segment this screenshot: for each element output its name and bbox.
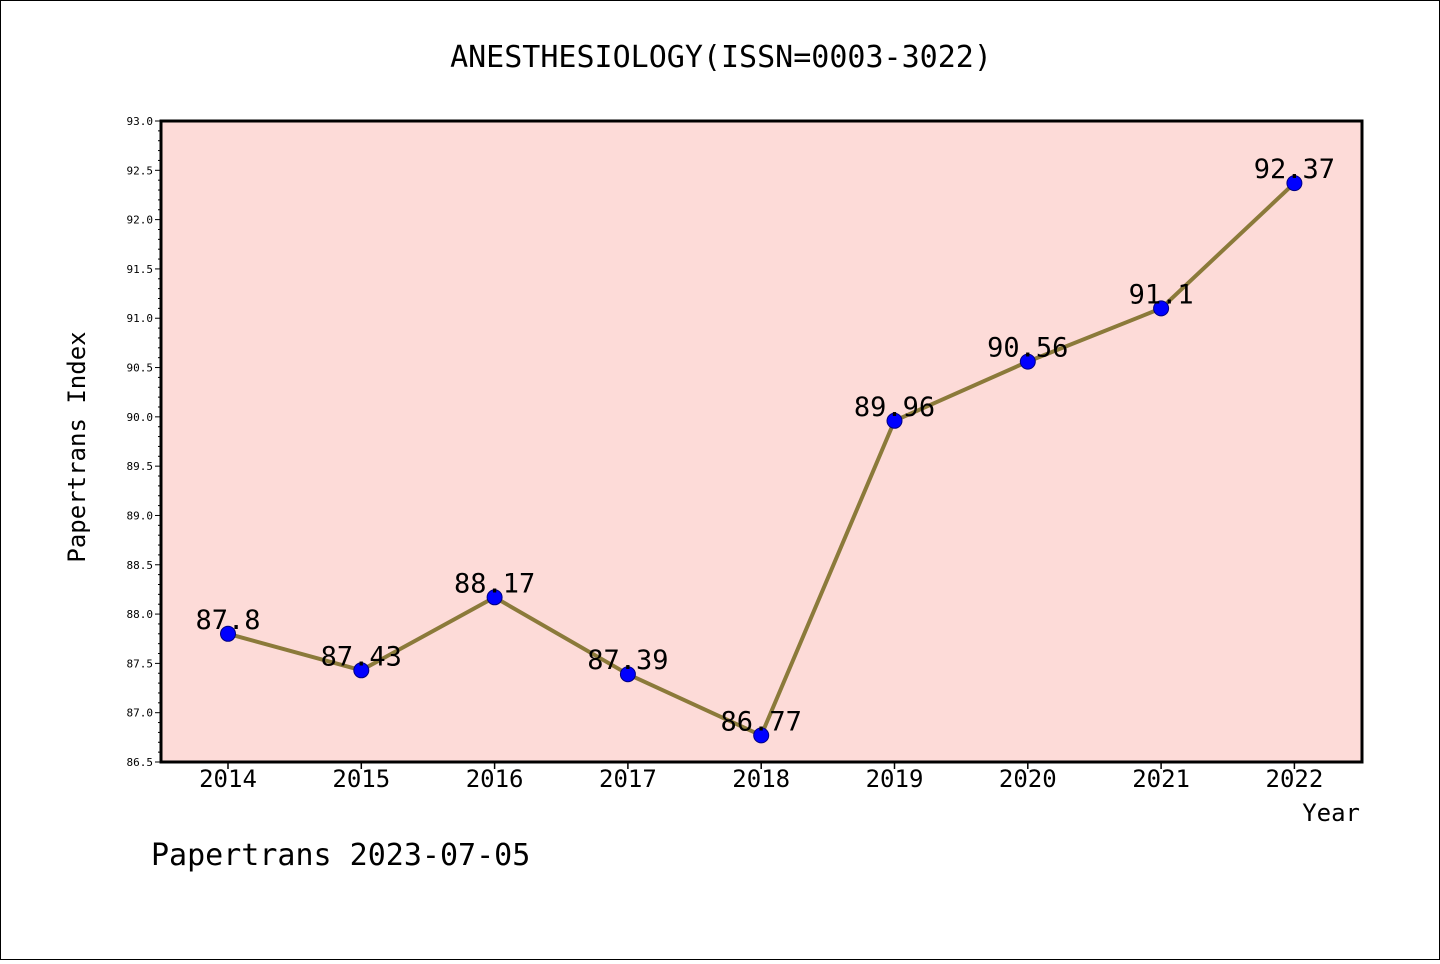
data-label: 87.8 [195,605,260,636]
x-tick-label: 2015 [332,765,390,793]
data-point [486,589,503,606]
y-tick-label: 87.0 [127,707,154,720]
data-label: 86.77 [721,706,802,737]
y-tick-label: 92.0 [127,214,154,227]
y-tick-label: 91.5 [127,263,154,276]
plot-area [161,121,1362,762]
data-point [886,412,903,429]
data-label: 87.43 [321,641,402,672]
y-tick-label: 89.0 [127,509,154,522]
x-tick-label: 2016 [466,765,524,793]
x-axis-label: Year [1302,799,1360,827]
y-tick-label: 93.0 [127,115,154,128]
data-point [220,625,236,642]
data-point [1286,175,1303,192]
data-label: 88.17 [454,568,535,599]
x-axis: 2014 2015 2016 2017 2018 2019 2020 2021 2022 [199,762,1323,793]
data-point [353,662,370,679]
footer-text: Papertrans 2023-07-05 [151,838,530,873]
y-tick-label: 92.5 [127,164,154,177]
x-tick-label: 2022 [1266,765,1324,793]
data-point [1153,300,1170,317]
x-tick-label: 2019 [866,765,924,793]
data-label: 87.39 [587,645,668,676]
data-point [753,727,770,744]
y-tick-label: 88.5 [127,559,154,572]
data-point [1019,353,1036,370]
data-point [619,666,636,683]
y-tick-label: 87.5 [127,657,154,670]
y-tick-label: 90.0 [127,411,154,424]
y-tick-label: 89.5 [127,460,154,473]
x-tick-label: 2021 [1132,765,1190,793]
y-tick-label: 86.5 [127,756,154,769]
data-label: 91.1 [1129,279,1194,310]
x-tick-label: 2018 [732,765,790,793]
x-tick-label: 2014 [199,765,257,793]
y-axis: 86.5 87.0 87.5 88.0 88.5 89.0 89.5 90.0 90.5 91.0… [127,115,161,769]
x-tick-label: 2020 [999,765,1057,793]
y-tick-label: 91.0 [127,312,154,325]
plot-border [159,119,1364,764]
y-tick-label: 88.0 [127,608,154,621]
data-label: 89.96 [854,392,935,423]
data-label-group: 87.8 87.43 88.17 87.39 86.77 89.96 90.56 91.1 92… [195,154,1335,737]
y-axis-label: Papertrans Index [63,331,91,562]
y-tick-label: 90.5 [127,362,154,375]
x-tick-label: 2017 [599,765,657,793]
data-label: 92.37 [1254,154,1335,185]
series-group [220,175,1303,744]
data-label: 90.56 [987,333,1068,364]
chart-title: ANESTHESIOLOGY(ISSN=0003-3022) [450,40,992,75]
